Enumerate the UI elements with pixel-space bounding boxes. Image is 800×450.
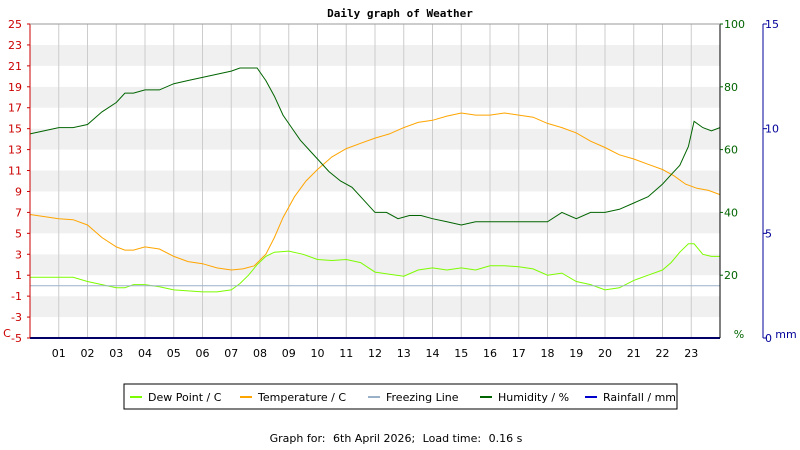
x-tick-label: 23: [684, 347, 698, 360]
left-tick-label: 13: [8, 144, 22, 157]
x-tick-label: 11: [339, 347, 353, 360]
x-tick-label: 13: [397, 347, 411, 360]
rain-axis-ticks: 0 5 10 15: [763, 18, 779, 345]
x-tick-label: 05: [167, 347, 181, 360]
left-tick-label: -5: [11, 332, 22, 345]
legend-box: [123, 383, 678, 410]
series-line-dew_point: [30, 243, 720, 293]
x-tick-label: 12: [368, 347, 382, 360]
rain-tick-label: 10: [765, 123, 779, 136]
humidity-tick-label: 80: [724, 81, 738, 94]
left-tick-label: 11: [8, 165, 22, 178]
rain-tick-label: 5: [765, 227, 772, 240]
x-tick-label: 15: [454, 347, 468, 360]
x-tick-label: 02: [81, 347, 95, 360]
humidity-tick-label: 60: [724, 144, 738, 157]
x-tick-label: 16: [483, 347, 497, 360]
humidity-tick-label: 20: [724, 269, 738, 282]
series-line-temperature: [29, 112, 721, 271]
humidity-tick-label: 100: [724, 18, 745, 31]
x-tick-label: 19: [569, 347, 583, 360]
x-tick-label: 17: [512, 347, 526, 360]
left-tick-label: 1: [15, 269, 22, 282]
left-tick-label: 21: [8, 60, 22, 73]
x-tick-label: 06: [196, 347, 210, 360]
x-tick-label: 10: [311, 347, 325, 360]
x-tick-label: 14: [426, 347, 440, 360]
x-tick-label: 08: [253, 347, 267, 360]
x-tick-label: 22: [656, 347, 670, 360]
legend: Dew Point / C Temperature / C Freezing Lin…: [123, 383, 678, 410]
left-tick-label: 23: [8, 39, 22, 52]
x-tick-label: 04: [138, 347, 152, 360]
rain-tick-label: 0: [765, 332, 772, 345]
x-tick-label: 18: [541, 347, 555, 360]
footer: Graph for: 6th April 2026; Load time: 0.…: [270, 432, 523, 445]
left-tick-label: -1: [11, 290, 22, 303]
legend-label-humidity: Humidity / %: [498, 391, 569, 404]
left-tick-label: 15: [8, 123, 22, 136]
humidity-axis-unit: %: [734, 328, 744, 341]
humidity-tick-label: 40: [724, 206, 738, 219]
x-tick-label: 01: [52, 347, 66, 360]
x-axis-ticks: 01 02 03 04 05 06 07 08 09 10 11 12 13 14 15 16 17 18 19 20…: [52, 347, 699, 360]
chart-title: Daily graph of Weather: [327, 7, 473, 20]
left-tick-label: 9: [15, 185, 22, 198]
x-tick-label: 09: [282, 347, 296, 360]
left-tick-label: 7: [15, 206, 22, 219]
legend-label-temperature: Temperature / C: [257, 391, 346, 404]
left-tick-label: 5: [15, 227, 22, 240]
plot-frame: [29, 23, 764, 339]
left-axis-unit: C: [3, 327, 11, 340]
x-tick-label: 21: [627, 347, 641, 360]
humidity-axis-ticks: 20 40 60 80 100: [720, 18, 745, 282]
left-tick-label: 25: [8, 18, 22, 31]
x-tick-label: 20: [598, 347, 612, 360]
footer-date: 6th April 2026: [333, 432, 411, 445]
left-tick-label: -3: [11, 311, 22, 324]
legend-label-rainfall: Rainfall / mm: [603, 391, 676, 404]
x-tick-label: 03: [109, 347, 123, 360]
footer-label: Graph for:: [270, 432, 326, 445]
rain-axis-unit: mm: [775, 328, 796, 341]
x-tick-label: 07: [224, 347, 238, 360]
left-tick-label: 19: [8, 81, 22, 94]
left-tick-label: 17: [8, 102, 22, 115]
footer-load-label: Load time:: [423, 432, 481, 445]
left-tick-label: 3: [15, 248, 22, 261]
legend-label-freezing: Freezing Line: [386, 391, 459, 404]
rain-tick-label: 15: [765, 18, 779, 31]
legend-label-dew_point: Dew Point / C: [148, 391, 222, 404]
footer-load-value: 0.16 s: [489, 432, 523, 445]
series-line-humidity: [29, 67, 721, 226]
